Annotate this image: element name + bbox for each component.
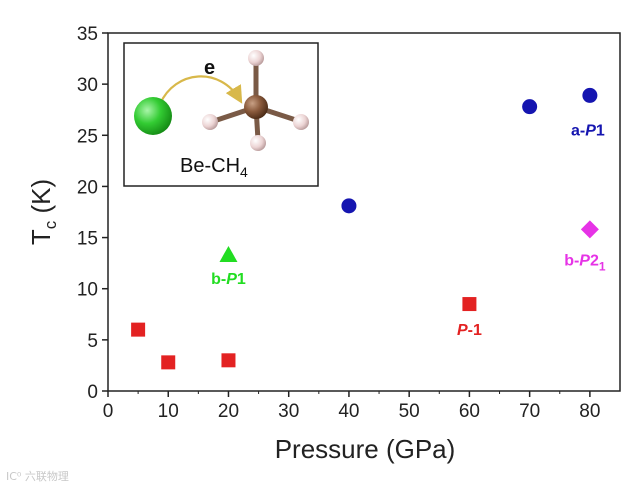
y-tick-label: 15 — [77, 229, 98, 250]
x-tick-label: 20 — [218, 401, 239, 422]
x-tick-label: 50 — [399, 401, 420, 422]
x-axis-title: Pressure (GPa) — [275, 434, 456, 464]
electron-transfer-arrow — [158, 75, 243, 105]
electron-label: e — [204, 57, 215, 79]
x-tick-label: 30 — [278, 401, 299, 422]
y-tick-label: 25 — [77, 126, 98, 147]
hydrogen-atom-top — [248, 50, 264, 66]
point-a-p1 — [341, 198, 357, 214]
data-points — [131, 87, 599, 370]
point-p-1 — [161, 355, 176, 370]
x-tick-label: 10 — [158, 401, 179, 422]
hydrogen-atom-right — [293, 114, 309, 130]
point-p-1 — [462, 297, 477, 312]
y-tick-label: 30 — [77, 75, 98, 96]
point-a-p1 — [522, 99, 538, 115]
x-tick-label: 60 — [459, 401, 480, 422]
inset-molecule: e Be-CH4 — [123, 42, 319, 187]
axes — [102, 32, 621, 397]
point-a-p1 — [582, 87, 598, 103]
inset-formula-main: Be-CH — [180, 155, 240, 177]
series-label-b-p1: b-P1 — [211, 271, 246, 288]
inset-formula-sub: 4 — [240, 164, 248, 180]
y-tick-label: 10 — [77, 280, 98, 301]
x-tick-label: 40 — [338, 401, 359, 422]
x-tick-label: 70 — [519, 401, 540, 422]
beryllium-atom — [134, 97, 172, 135]
point-b-p2-1 — [580, 220, 599, 239]
watermark: IC⁰ 六联物理 — [6, 470, 69, 483]
series-label-p-1: P-1 — [457, 322, 482, 339]
inset-formula: Be-CH4 — [180, 155, 248, 180]
plot-frame — [107, 32, 621, 392]
series-label-b-p2-1: b-P21 — [564, 252, 606, 273]
x-tick-label: 80 — [579, 401, 600, 422]
y-axis-title: Tc (K) — [26, 179, 60, 245]
y-axis-title-unit: (K) — [26, 179, 56, 221]
point-p-1 — [221, 353, 236, 368]
y-tick-label: 0 — [87, 382, 98, 403]
hydrogen-atom-left — [202, 114, 218, 130]
series-label-a-p1: a-P1 — [571, 122, 605, 139]
y-axis-title-main: T — [26, 229, 56, 245]
point-p-1 — [131, 322, 146, 337]
carbon-atom — [244, 95, 268, 119]
y-tick-label: 20 — [77, 177, 98, 198]
hydrogen-atom-bottom — [250, 135, 266, 151]
point-b-p1 — [219, 245, 238, 262]
x-tick-label: 0 — [103, 401, 114, 422]
y-axis-title-sub: c — [41, 220, 60, 229]
series-labels: b-P1 P-1 a-P1 b-P21 — [211, 122, 606, 339]
y-tick-label: 5 — [87, 331, 98, 352]
y-tick-label: 35 — [77, 24, 98, 45]
tick-labels: 0 10 20 30 40 50 60 70 80 0 5 10 15 20 25 30 35 — [77, 24, 601, 422]
